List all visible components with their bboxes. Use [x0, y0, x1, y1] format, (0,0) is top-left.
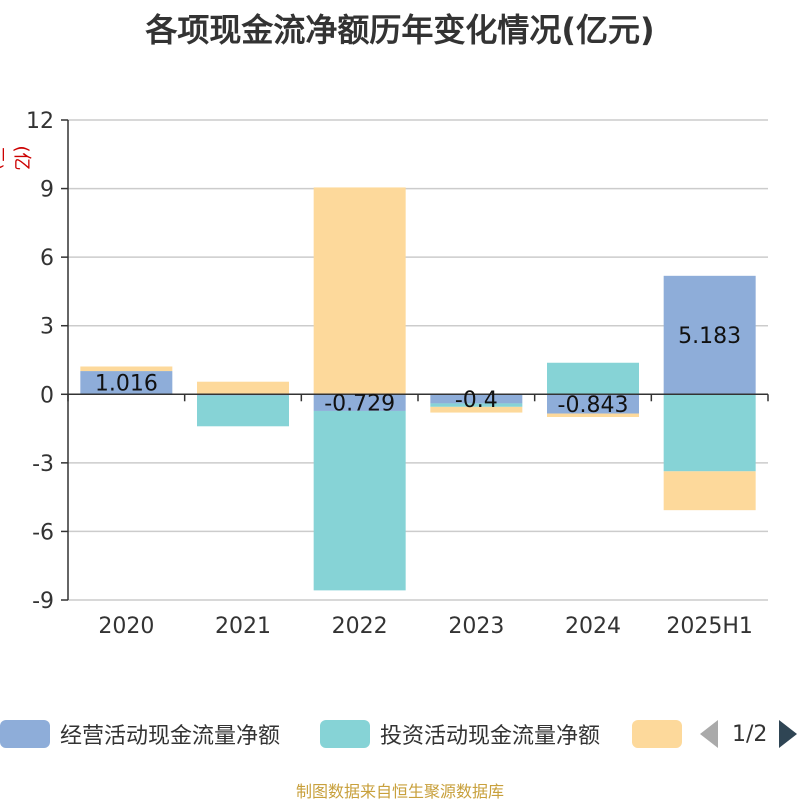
y-tick-label: 0: [40, 383, 54, 408]
y-tick-label: -6: [32, 520, 54, 545]
y-tick-label: 3: [40, 315, 54, 340]
legend-label-investing: 投资活动现金流量净额: [380, 724, 601, 749]
data-label: -0.729: [324, 392, 395, 417]
legend-swatch-operating: [0, 720, 50, 748]
bar-investing: [430, 403, 523, 407]
legend-swatch-investing: [320, 720, 370, 748]
legend-item-investing[interactable]: 投资活动现金流量净额: [320, 712, 600, 756]
legend-pager: 1/2: [700, 712, 798, 756]
data-source-note: 制图数据来自恒生聚源数据库: [295, 782, 504, 801]
data-label: -0.843: [558, 393, 629, 418]
y-tick-label: -9: [32, 589, 54, 614]
legend-page-number: 1/2: [732, 721, 768, 747]
legend: 经营活动现金流量净额 投资活动现金流量净额: [0, 712, 800, 756]
bar-operating: [547, 394, 639, 414]
bar-investing: [313, 410, 406, 591]
y-tick-label: 6: [40, 246, 54, 271]
bar-operating: [430, 394, 523, 404]
bar-financing: [80, 366, 173, 372]
bar-chart: -9 -6 -3 0 3 6 9 12 2020 2021 2022 2023 2024 2025H1 1.…: [26, 109, 769, 639]
y-tick-label: 12: [26, 109, 54, 134]
x-tick-label: 2023: [448, 614, 504, 639]
bar-operating: [313, 394, 406, 411]
y-tick-label: -3: [32, 452, 54, 477]
x-tick-label: 2025H1: [666, 614, 753, 639]
x-tick-label: 2022: [332, 614, 388, 639]
bar-financing: [197, 381, 289, 395]
x-tick-label: 2020: [98, 614, 154, 639]
triangle-left-icon[interactable]: [700, 720, 718, 748]
bar-financing: [430, 406, 523, 413]
bar-financing: [313, 187, 406, 395]
x-tick-label: 2024: [565, 614, 621, 639]
bar-investing: [663, 394, 756, 472]
bar-operating: [663, 275, 756, 395]
data-label: 5.183: [678, 324, 741, 349]
legend-label-operating: 经营活动现金流量净额: [60, 724, 281, 749]
bar-investing: [197, 395, 289, 427]
legend-item-financing[interactable]: [632, 712, 692, 756]
data-label: 1.016: [95, 372, 158, 397]
legend-swatch-financing: [632, 720, 682, 748]
bar-financing: [547, 413, 639, 417]
bar-investing: [547, 362, 639, 395]
bar-financing: [663, 471, 756, 511]
x-tick-label: 2021: [215, 614, 271, 639]
data-label: -0.4: [455, 388, 498, 413]
bar-operating: [80, 371, 173, 395]
legend-item-operating[interactable]: 经营活动现金流量净额: [0, 712, 280, 756]
chart-title: 各项现金流净额历年变化情况(亿元): [145, 11, 655, 49]
triangle-right-icon[interactable]: [779, 720, 798, 748]
y-tick-label: 9: [40, 178, 54, 203]
